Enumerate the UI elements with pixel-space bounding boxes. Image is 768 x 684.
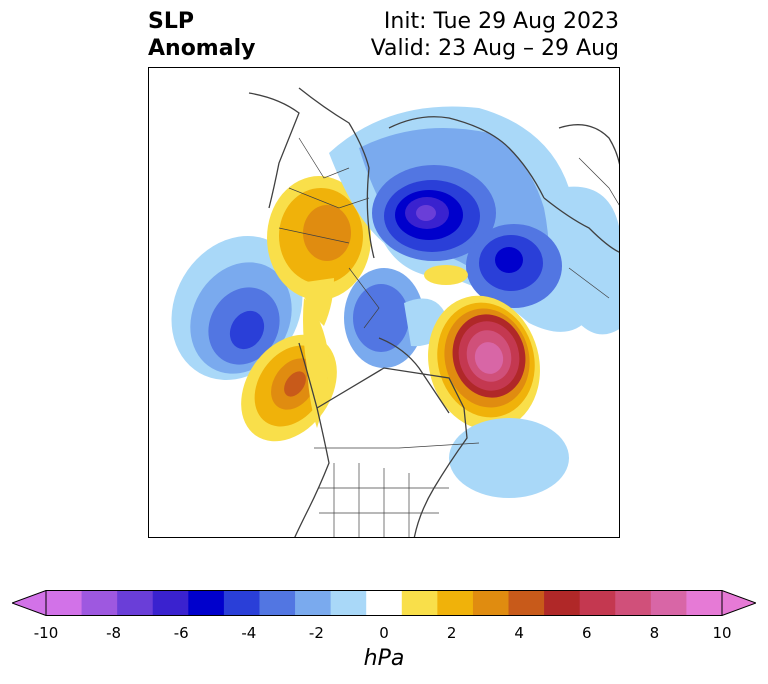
colorbar-tick-label: -8 <box>106 624 122 642</box>
colorbar-segment <box>81 590 118 616</box>
colorbar-segment <box>544 590 581 616</box>
title-left: SLP Anomaly <box>148 8 255 62</box>
colorbar-segment <box>615 590 652 616</box>
colorbar-segment <box>117 590 154 616</box>
colorbar-tick-label: 0 <box>379 624 389 642</box>
colorbar-segment <box>650 590 687 616</box>
colorbar-segment <box>366 590 403 616</box>
central-atlantic-low-anomaly <box>449 418 569 498</box>
colorbar <box>12 590 756 616</box>
colorbar-segment <box>152 590 189 616</box>
country-borders <box>278 137 619 537</box>
ne-pacific-high-anomaly <box>241 298 337 442</box>
colorbar-tick-label: 8 <box>649 624 660 642</box>
colorbar-segment <box>223 590 260 616</box>
colorbar-extend-high <box>721 590 756 616</box>
colorbar-segment <box>472 590 510 616</box>
colorbar-tick-label: 10 <box>712 624 732 642</box>
north-atlantic-high-anomaly <box>428 295 540 431</box>
colorbar-segment <box>259 590 296 616</box>
colorbar-segment <box>401 590 438 616</box>
colorbar-tick-label: -2 <box>308 624 324 642</box>
colorbar-segment <box>330 590 367 616</box>
pacific-low-anomaly <box>171 236 303 380</box>
colorbar-tick-label: -10 <box>33 624 59 642</box>
colorbar-tick-label: -6 <box>173 624 189 642</box>
title-right: Init: Tue 29 Aug 2023 Valid: 23 Aug – 29… <box>371 8 619 62</box>
coastlines <box>248 87 619 537</box>
colorbar-units-label: hPa <box>363 646 405 671</box>
colorbar-extend-low <box>12 590 47 616</box>
title-init-date: Init: Tue 29 Aug 2023 <box>383 9 619 34</box>
colorbar-segment <box>295 590 332 616</box>
central-arctic-low-anomaly <box>344 268 449 368</box>
title-field-name: SLP <box>148 9 194 34</box>
colorbar-tick-label: 2 <box>446 624 457 642</box>
title-valid-range: Valid: 23 Aug – 29 Aug <box>370 36 619 61</box>
anomaly-map <box>171 87 619 537</box>
colorbar-tick-label: -4 <box>241 624 257 642</box>
map-panel <box>148 67 620 538</box>
colorbar-segment <box>46 590 83 616</box>
title-field-type: Anomaly <box>148 36 256 61</box>
colorbar-segment <box>437 590 474 616</box>
colorbar-segment <box>508 590 545 616</box>
greenland-high-patch <box>424 265 468 285</box>
siberia-low-anomaly <box>466 224 562 308</box>
colorbar-tick-label: 4 <box>514 624 524 642</box>
colorbar-segment <box>188 590 225 616</box>
colorbar-segment <box>686 590 723 616</box>
colorbar-frame <box>45 590 723 616</box>
east-asia-low-anomaly <box>559 186 619 335</box>
colorbar-segment <box>579 590 616 616</box>
eurasia-high-anomaly <box>267 176 371 326</box>
colorbar-tick-label: 6 <box>582 624 592 642</box>
